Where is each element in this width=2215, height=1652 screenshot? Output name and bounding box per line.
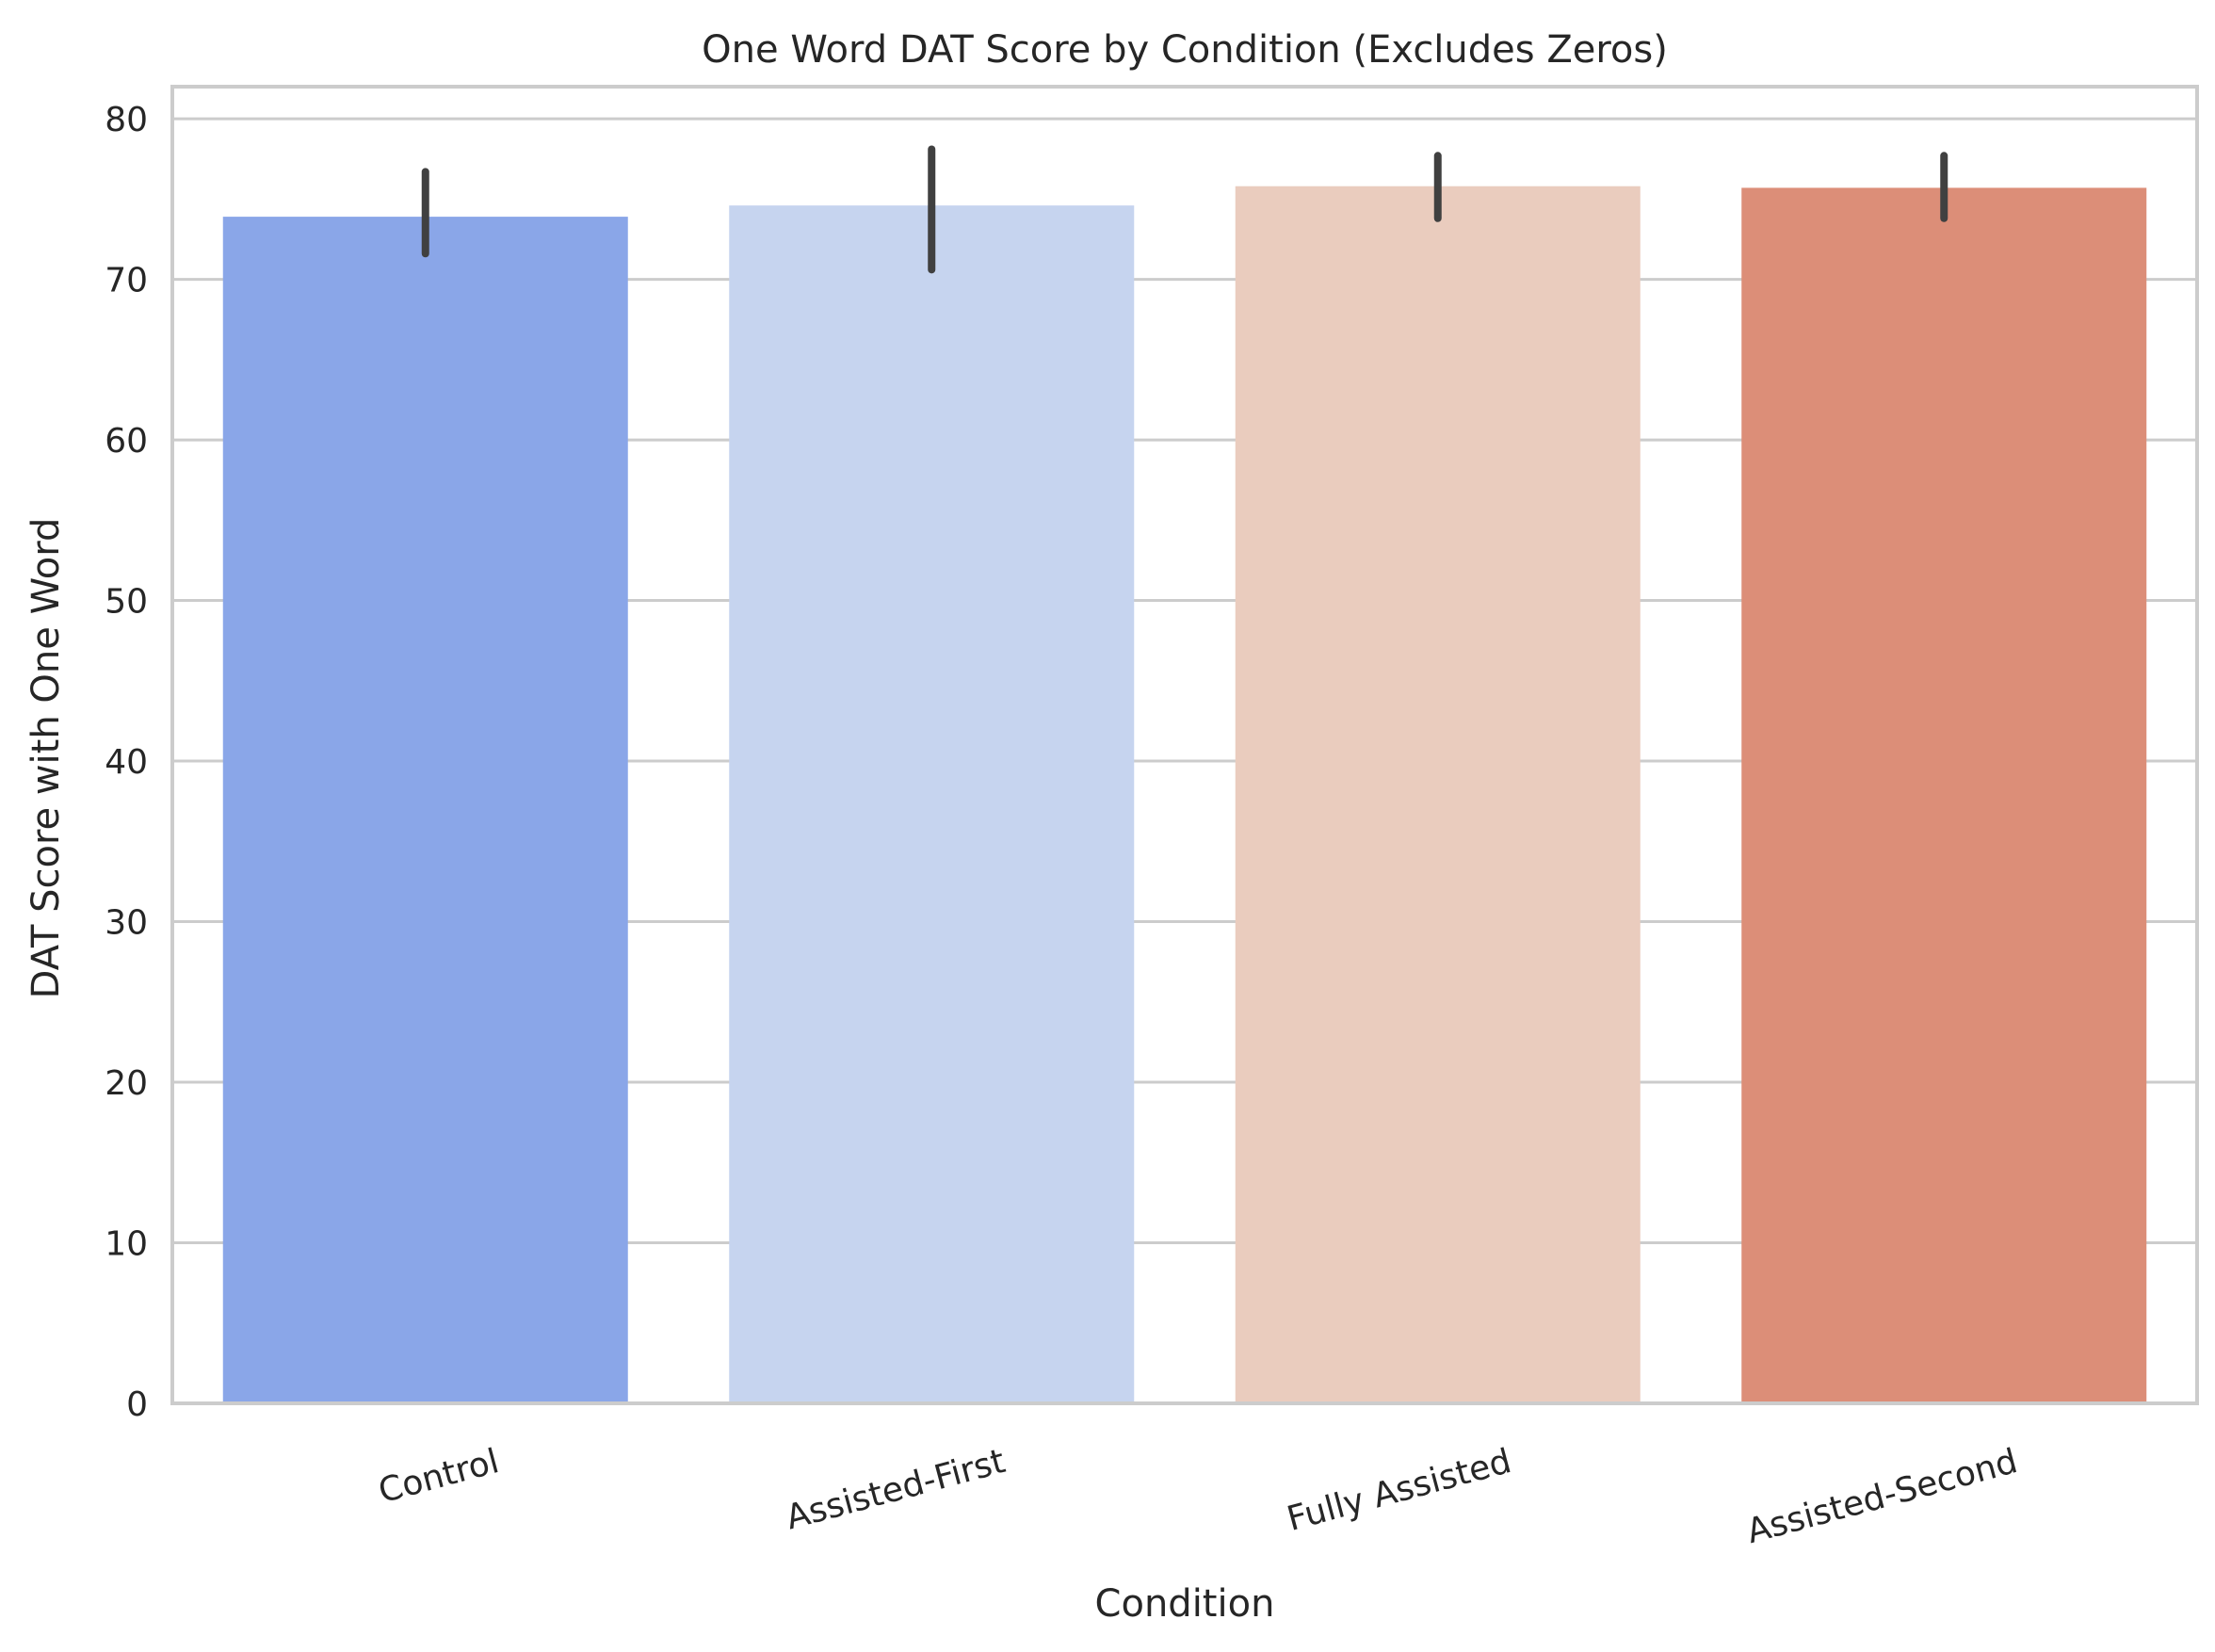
y-tick-label: 60 [105, 422, 148, 461]
y-tick-label: 50 [105, 583, 148, 622]
y-tick-labels: 0 10 20 30 40 50 60 70 80 [105, 101, 148, 1424]
bar-fully-assisted [1235, 186, 1641, 1404]
y-tick-label: 30 [105, 904, 148, 943]
y-tick-label: 70 [105, 262, 148, 300]
chart-title: One Word DAT Score by Condition (Exclude… [702, 28, 1668, 72]
bars [222, 186, 2147, 1404]
x-tick-label: Control [375, 1442, 503, 1511]
y-tick-label: 20 [105, 1064, 148, 1103]
x-axis-label: Condition [1095, 1582, 1275, 1626]
bar-control [222, 217, 628, 1404]
y-tick-label: 80 [105, 101, 148, 139]
bar-assisted-first [729, 205, 1135, 1403]
x-tick-label: Fully Assisted [1283, 1442, 1515, 1539]
y-tick-label: 10 [105, 1225, 148, 1264]
plot-frame [170, 85, 2199, 1405]
y-tick-label: 0 [126, 1385, 148, 1424]
y-axis-label: DAT Score with One Word [24, 518, 68, 999]
x-tick-label: Assisted-Second [1743, 1442, 2022, 1551]
x-tick-labels: Control Assisted-First Fully Assisted Assis… [375, 1442, 2022, 1551]
x-tick-label: Assisted-First [782, 1442, 1009, 1537]
y-tick-label: 40 [105, 743, 148, 782]
error-bars [421, 145, 1948, 274]
bar-assisted-second [1741, 187, 2147, 1403]
